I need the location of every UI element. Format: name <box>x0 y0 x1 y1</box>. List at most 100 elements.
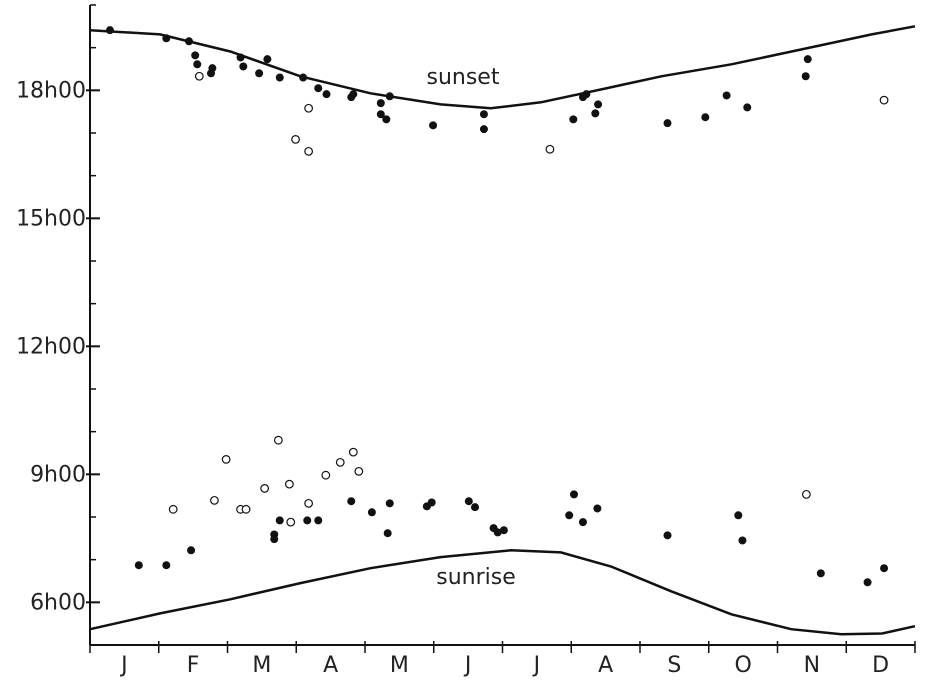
filled-point <box>385 92 394 101</box>
filled-point <box>493 528 502 537</box>
x-tick-label: J <box>532 653 541 678</box>
filled-point <box>569 115 578 124</box>
filled-point <box>191 51 200 60</box>
open-point <box>284 479 294 489</box>
open-point <box>221 455 231 464</box>
filled-point <box>236 53 245 62</box>
filled-point <box>162 34 171 43</box>
filled-point <box>863 578 872 587</box>
filled-point <box>701 113 710 122</box>
filled-point <box>880 564 889 573</box>
filled-point <box>367 508 376 517</box>
filled-point <box>275 73 284 82</box>
open-point <box>335 457 345 467</box>
filled-point <box>427 498 436 507</box>
open-point <box>545 144 555 154</box>
filled-point <box>162 561 171 570</box>
filled-point <box>207 69 215 78</box>
filled-point <box>479 110 488 119</box>
sunrise-label: sunrise <box>436 565 516 590</box>
open-point <box>801 489 811 499</box>
x-tick-label: J <box>119 653 128 678</box>
filled-point <box>299 73 308 82</box>
filled-point <box>383 529 392 538</box>
filled-point <box>187 546 196 555</box>
y-tick-label: 6h00 <box>30 590 86 615</box>
filled-point <box>185 37 193 46</box>
filled-point <box>801 72 810 81</box>
filled-point <box>593 504 602 513</box>
filled-point <box>429 121 438 130</box>
filled-point <box>479 125 488 134</box>
open-point <box>304 103 314 113</box>
sunset-label: sunset <box>427 65 500 90</box>
filled-point <box>275 516 284 525</box>
filled-point <box>376 99 385 108</box>
filled-point <box>322 90 331 99</box>
open-point <box>260 484 270 493</box>
filled-point <box>376 110 385 119</box>
filled-point <box>663 531 672 540</box>
filled-point <box>578 518 587 527</box>
filled-point <box>570 490 578 499</box>
y-tick-label: 15h00 <box>16 206 86 231</box>
x-tick-label: S <box>667 653 681 678</box>
filled-point <box>347 497 356 506</box>
filled-point <box>263 55 272 64</box>
y-tick-label: 18h00 <box>16 78 86 103</box>
filled-point <box>239 62 248 71</box>
y-tick-label: 12h00 <box>16 334 86 359</box>
x-tick-label: O <box>734 653 751 678</box>
x-tick-label: D <box>872 653 889 678</box>
open-point <box>194 71 204 81</box>
filled-point <box>347 93 356 102</box>
filled-point <box>663 119 672 128</box>
open-point <box>879 95 889 105</box>
filled-point <box>803 55 812 64</box>
filled-point <box>565 511 574 520</box>
filled-point <box>303 516 312 525</box>
filled-point <box>582 90 591 99</box>
filled-point <box>314 84 323 93</box>
filled-point <box>105 26 114 35</box>
curve <box>89 549 916 636</box>
open-point <box>321 470 331 480</box>
x-tick-label: J <box>463 653 472 678</box>
open-point <box>241 504 251 514</box>
filled-point <box>385 499 394 508</box>
filled-point <box>270 535 279 544</box>
filled-point <box>134 561 143 570</box>
filled-point <box>734 511 743 520</box>
filled-point <box>193 60 202 69</box>
open-point <box>354 466 364 476</box>
filled-point <box>591 109 600 118</box>
x-tick-label: N <box>804 653 820 678</box>
open-point <box>273 435 283 445</box>
filled-point <box>499 526 508 535</box>
x-tick-label: A <box>323 653 338 678</box>
open-point <box>210 495 219 505</box>
x-tick-label: M <box>390 653 409 678</box>
filled-point <box>594 100 603 109</box>
filled-point <box>382 115 391 124</box>
filled-point <box>738 536 747 545</box>
filled-point <box>722 91 731 100</box>
open-point <box>168 504 178 514</box>
filled-point <box>816 569 825 578</box>
open-point <box>286 517 296 527</box>
open-point <box>304 498 314 508</box>
x-tick-label: A <box>598 653 613 678</box>
y-tick-label: 9h00 <box>30 462 86 487</box>
x-tick-label: M <box>252 653 271 678</box>
filled-point <box>314 516 323 525</box>
filled-point <box>743 103 752 112</box>
open-point <box>291 134 300 144</box>
filled-point <box>255 69 264 78</box>
open-point <box>348 447 358 457</box>
filled-point <box>471 503 479 512</box>
x-tick-label: F <box>187 653 200 678</box>
filled-point <box>464 497 473 506</box>
open-point <box>304 146 314 156</box>
